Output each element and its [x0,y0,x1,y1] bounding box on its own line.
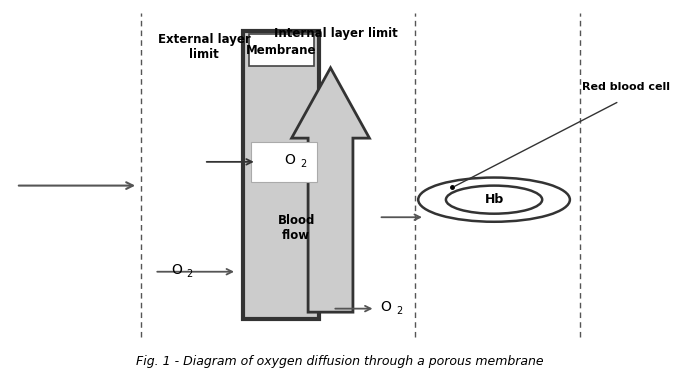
Text: Hb: Hb [484,193,504,206]
Text: O: O [381,300,392,314]
Text: Membrane: Membrane [246,44,317,57]
Text: Blood
flow: Blood flow [277,214,315,242]
Text: O: O [284,154,294,167]
Text: 2: 2 [396,306,402,316]
Text: 2: 2 [301,159,307,169]
Text: O: O [171,263,182,277]
Bar [243,31,320,319]
Text: External layer
limit: External layer limit [158,33,250,61]
Bar [252,142,317,182]
Ellipse shape [446,186,542,214]
Bar [249,35,314,66]
Text: Fig. 1 - Diagram of oxygen diffusion through a porous membrane: Fig. 1 - Diagram of oxygen diffusion thr… [136,355,544,368]
Ellipse shape [418,177,570,222]
Text: Red blood cell: Red blood cell [582,82,670,92]
Polygon shape [292,68,369,312]
Text: Internal layer limit: Internal layer limit [274,27,398,40]
Text: 2: 2 [186,269,192,279]
